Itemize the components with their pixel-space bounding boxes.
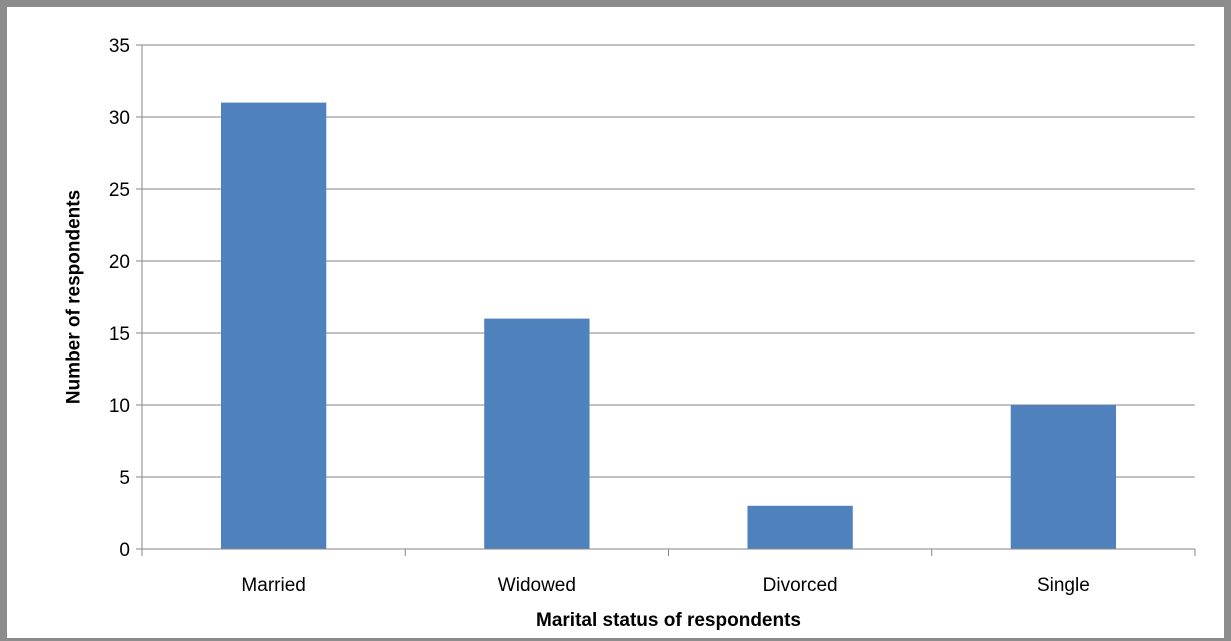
y-tick-label: 5 [119,468,130,489]
y-tick-label: 10 [109,396,130,417]
x-tick-label: Divorced [763,575,838,596]
bar-divorced [747,505,853,549]
y-tick-label: 15 [109,324,130,345]
x-tick-labels: Married Widowed Divorced Single [241,575,1089,596]
y-tick-labels: 0 5 10 15 20 25 30 35 [109,36,130,561]
x-tick-label: Married [241,575,305,596]
y-tick-label: 20 [109,252,130,273]
y-tick-label: 25 [109,180,130,201]
x-axis-title: Marital status of respondents [536,610,801,631]
y-tick-label: 0 [119,540,130,561]
x-tick-label: Single [1037,575,1090,596]
y-tick-label: 30 [109,108,130,129]
axes [136,44,1196,556]
bars [220,102,1117,549]
bar-single [1010,405,1117,549]
bar-married [220,102,327,549]
y-axis-title: Number of respondents [64,190,85,404]
y-tick-label: 35 [109,36,130,57]
x-tick-label: Widowed [498,575,576,596]
bar-widowed [484,318,590,549]
